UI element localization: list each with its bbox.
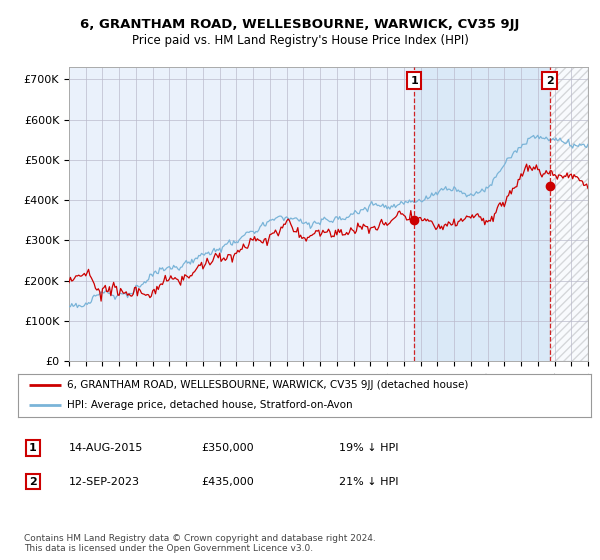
Text: £435,000: £435,000: [201, 477, 254, 487]
Bar: [550, 67, 588, 361]
Text: 2: 2: [546, 76, 554, 86]
Text: 12-SEP-2023: 12-SEP-2023: [69, 477, 140, 487]
Text: £350,000: £350,000: [201, 443, 254, 453]
Text: 19% ↓ HPI: 19% ↓ HPI: [339, 443, 398, 453]
Bar: [550, 67, 588, 361]
Text: 6, GRANTHAM ROAD, WELLESBOURNE, WARWICK, CV35 9JJ: 6, GRANTHAM ROAD, WELLESBOURNE, WARWICK,…: [80, 18, 520, 31]
Text: 14-AUG-2015: 14-AUG-2015: [69, 443, 143, 453]
Text: 1: 1: [29, 443, 37, 453]
Text: 2: 2: [29, 477, 37, 487]
Text: Price paid vs. HM Land Registry's House Price Index (HPI): Price paid vs. HM Land Registry's House …: [131, 34, 469, 46]
Text: 21% ↓ HPI: 21% ↓ HPI: [339, 477, 398, 487]
Text: 1: 1: [410, 76, 418, 86]
Text: HPI: Average price, detached house, Stratford-on-Avon: HPI: Average price, detached house, Stra…: [67, 400, 352, 410]
Text: Contains HM Land Registry data © Crown copyright and database right 2024.
This d: Contains HM Land Registry data © Crown c…: [24, 534, 376, 553]
Text: 6, GRANTHAM ROAD, WELLESBOURNE, WARWICK, CV35 9JJ (detached house): 6, GRANTHAM ROAD, WELLESBOURNE, WARWICK,…: [67, 380, 468, 390]
Bar: [414, 67, 550, 361]
